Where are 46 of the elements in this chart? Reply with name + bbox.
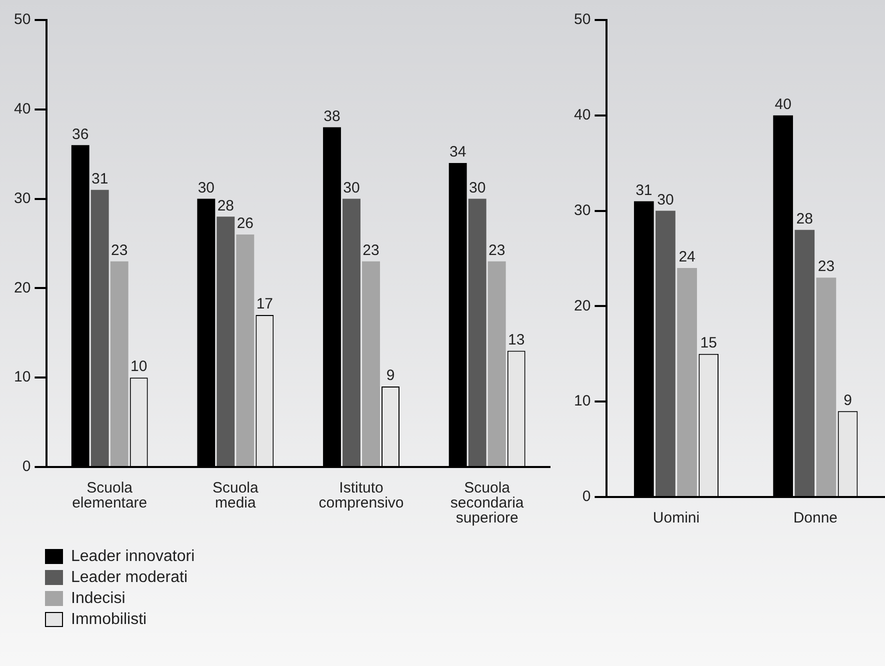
y-tick-label: 20 [14, 279, 31, 296]
data-label: 15 [700, 334, 717, 352]
data-label: 17 [256, 296, 274, 313]
data-label: 9 [844, 392, 852, 409]
data-label: 28 [217, 197, 234, 214]
data-label: 34 [449, 144, 466, 161]
data-label: 30 [198, 179, 215, 196]
x-tick-label: Scuola elementare [72, 480, 148, 512]
y-tick-label: 50 [14, 11, 31, 28]
data-label: 31 [636, 182, 652, 199]
data-label: 10 [130, 358, 148, 376]
y-tick-label: 10 [574, 392, 591, 410]
x-tick-label: Donne [793, 510, 838, 527]
y-tick-label: 40 [574, 106, 591, 124]
x-tick-label: Scuola secondaria superiore [450, 480, 524, 527]
y-tick-label: 50 [574, 11, 591, 28]
y-tick-label: 30 [14, 190, 31, 207]
data-label: 13 [508, 331, 525, 348]
data-label: 23 [818, 258, 835, 276]
y-tick-label: 0 [582, 488, 591, 506]
data-label: 23 [488, 242, 506, 260]
data-label: 30 [468, 179, 486, 196]
legend-label: Leader moderati [71, 568, 188, 586]
y-tick-label: 20 [574, 297, 591, 314]
data-label: 38 [324, 108, 340, 125]
x-tick-label: Istituto comprensivo [318, 480, 404, 512]
y-tick-label: 30 [574, 202, 591, 219]
data-label: 40 [774, 96, 792, 114]
data-label: 9 [386, 367, 395, 384]
legend-label: Indecisi [71, 590, 126, 608]
legend-label: Immobilisti [71, 610, 147, 628]
data-label: 30 [657, 191, 674, 208]
data-label: 31 [92, 170, 108, 188]
data-label: 28 [796, 210, 813, 228]
data-label: 23 [362, 242, 380, 260]
data-label: 26 [236, 215, 254, 232]
legend-label: Leader innovatori [71, 548, 195, 566]
y-tick-label: 40 [14, 100, 31, 118]
y-tick-label: 0 [22, 458, 31, 476]
data-label: 24 [678, 248, 696, 266]
data-label: 30 [343, 179, 360, 196]
x-tick-label: Uomini [652, 510, 700, 527]
y-tick-label: 10 [14, 368, 31, 386]
data-label: 36 [72, 126, 89, 143]
x-tick-label: Scuola media [212, 480, 260, 512]
data-label: 23 [111, 242, 128, 260]
